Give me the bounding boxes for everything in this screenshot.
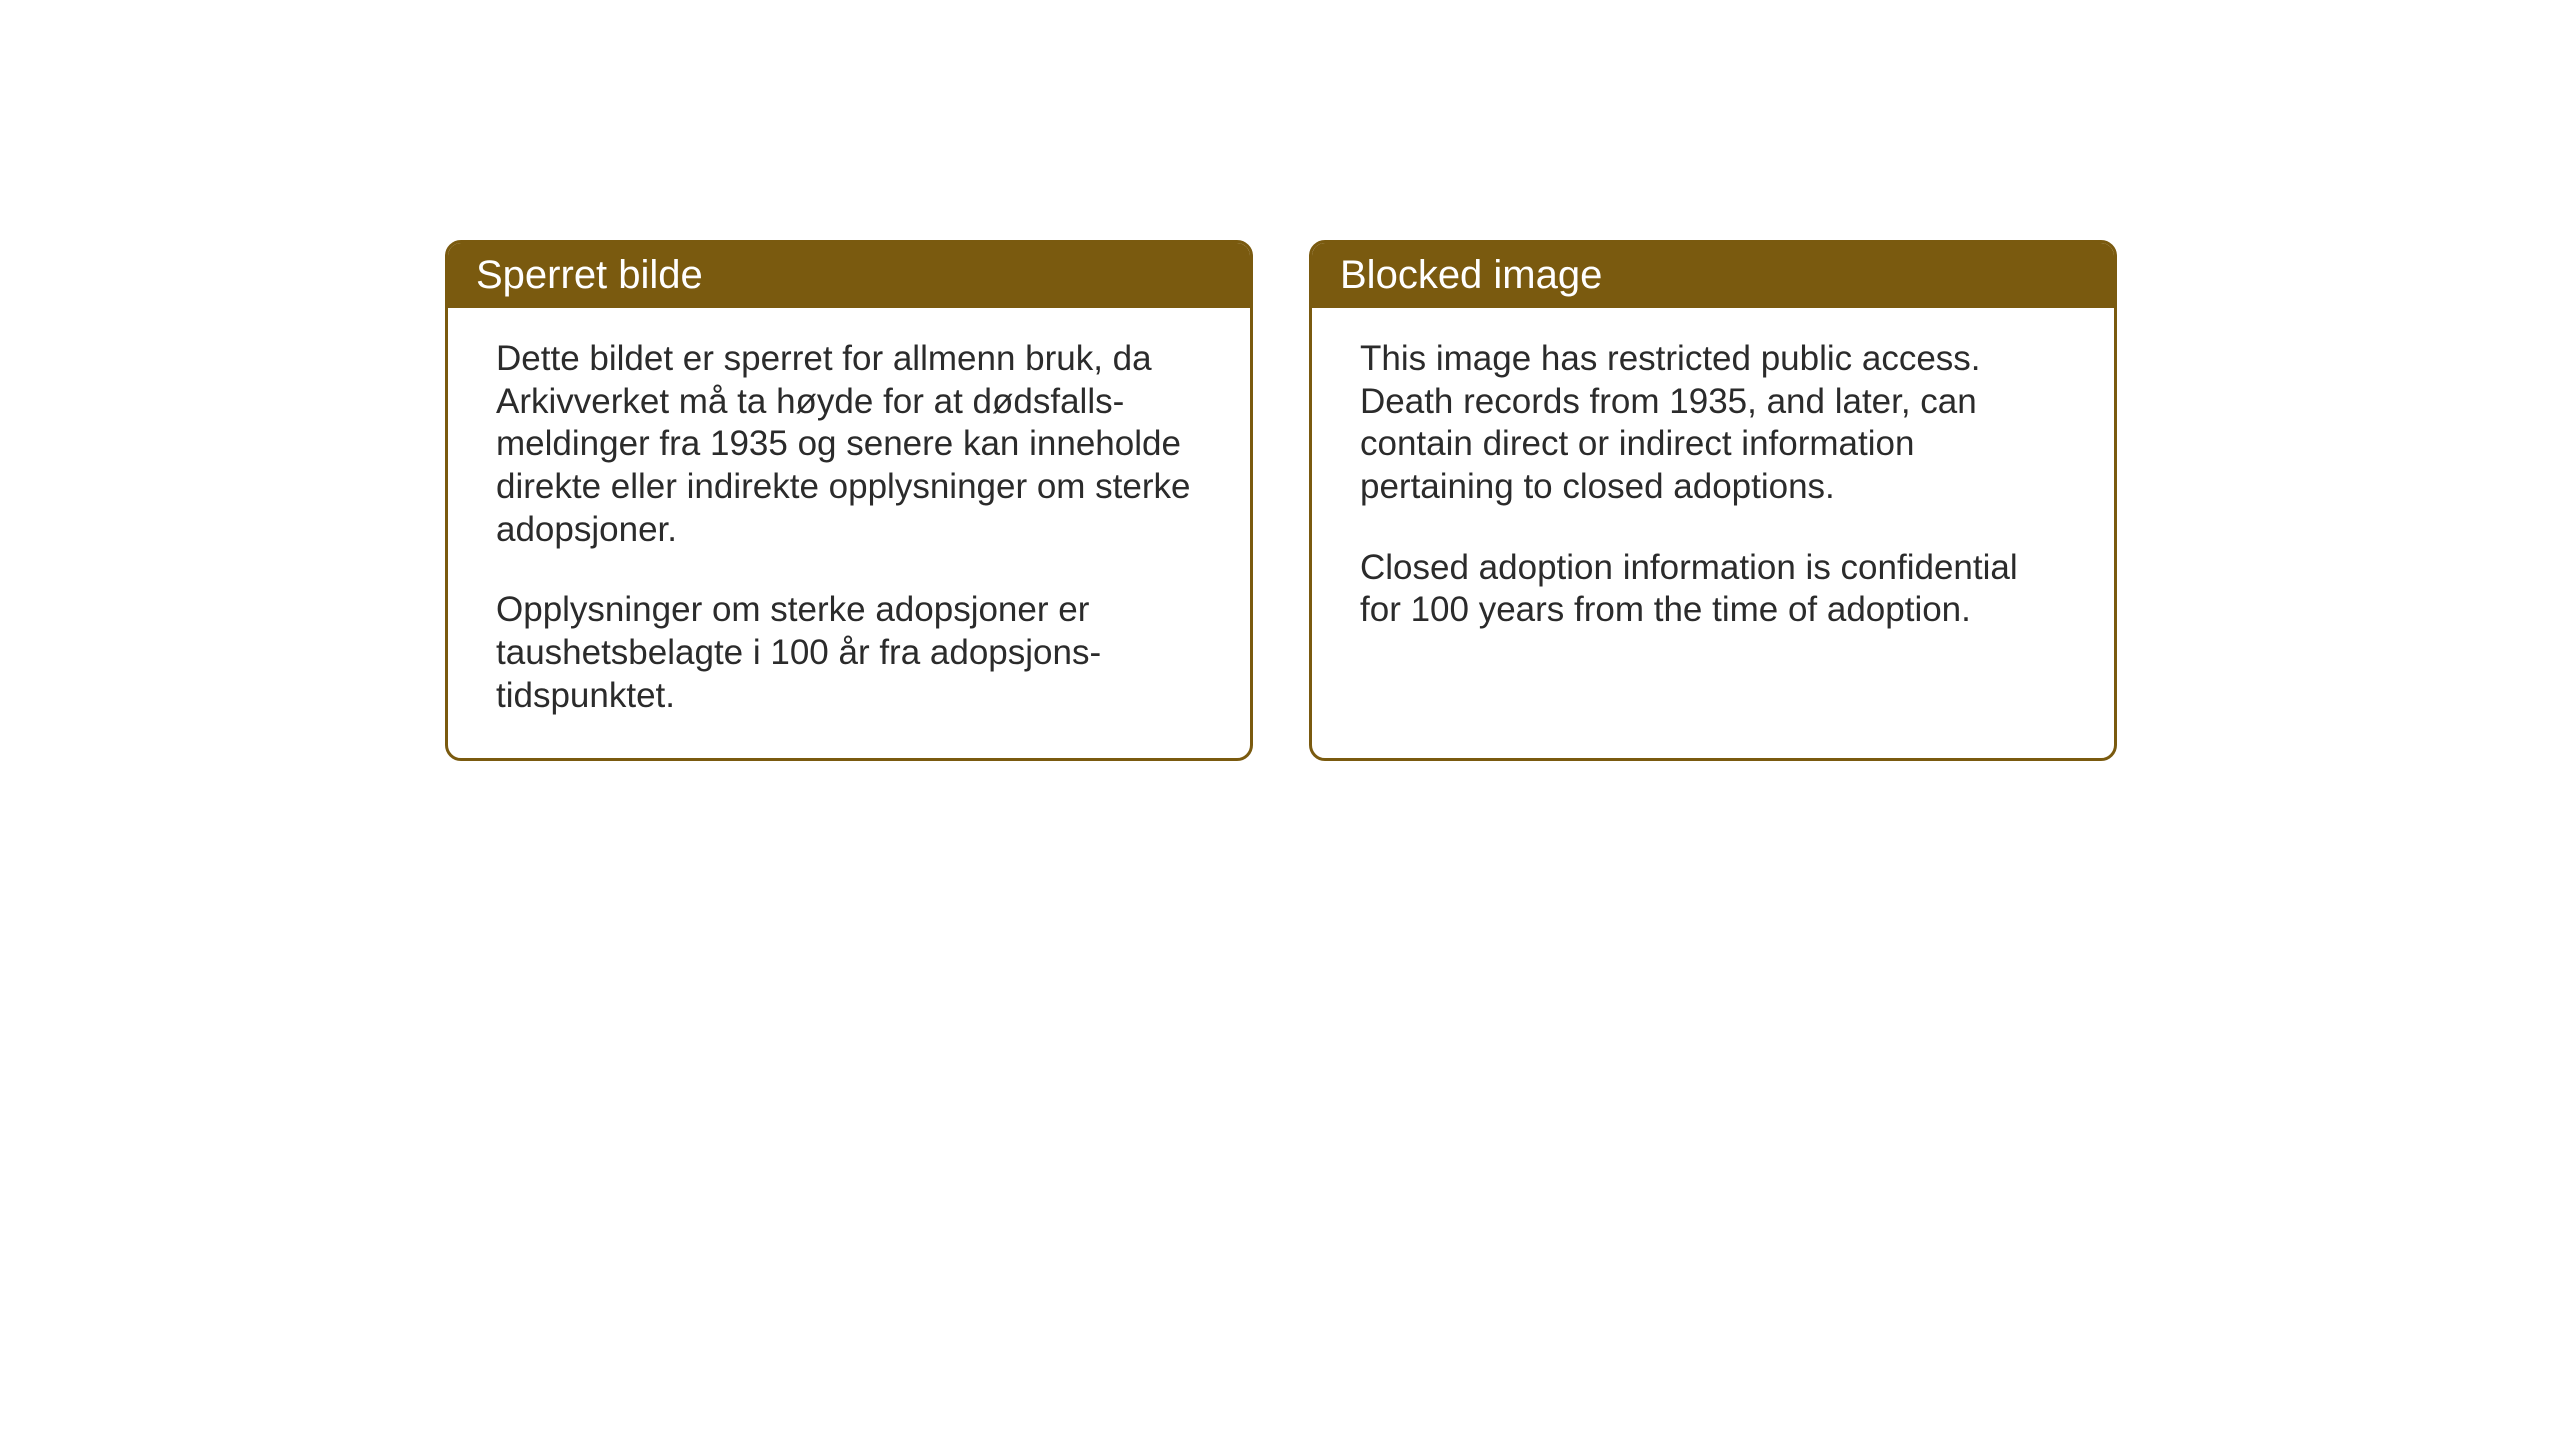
english-notice-header: Blocked image: [1312, 243, 2114, 308]
english-notice-paragraph-2: Closed adoption information is confident…: [1360, 547, 2066, 632]
english-notice-paragraph-1: This image has restricted public access.…: [1360, 338, 2066, 509]
norwegian-notice-box: Sperret bilde Dette bildet er sperret fo…: [445, 240, 1253, 761]
english-notice-title: Blocked image: [1340, 253, 1602, 297]
english-notice-box: Blocked image This image has restricted …: [1309, 240, 2117, 761]
norwegian-notice-title: Sperret bilde: [476, 253, 703, 297]
norwegian-notice-paragraph-1: Dette bildet er sperret for allmenn bruk…: [496, 338, 1202, 551]
english-notice-body: This image has restricted public access.…: [1312, 308, 2114, 672]
norwegian-notice-header: Sperret bilde: [448, 243, 1250, 308]
notice-container: Sperret bilde Dette bildet er sperret fo…: [445, 240, 2117, 761]
norwegian-notice-paragraph-2: Opplysninger om sterke adopsjoner er tau…: [496, 589, 1202, 717]
norwegian-notice-body: Dette bildet er sperret for allmenn bruk…: [448, 308, 1250, 758]
